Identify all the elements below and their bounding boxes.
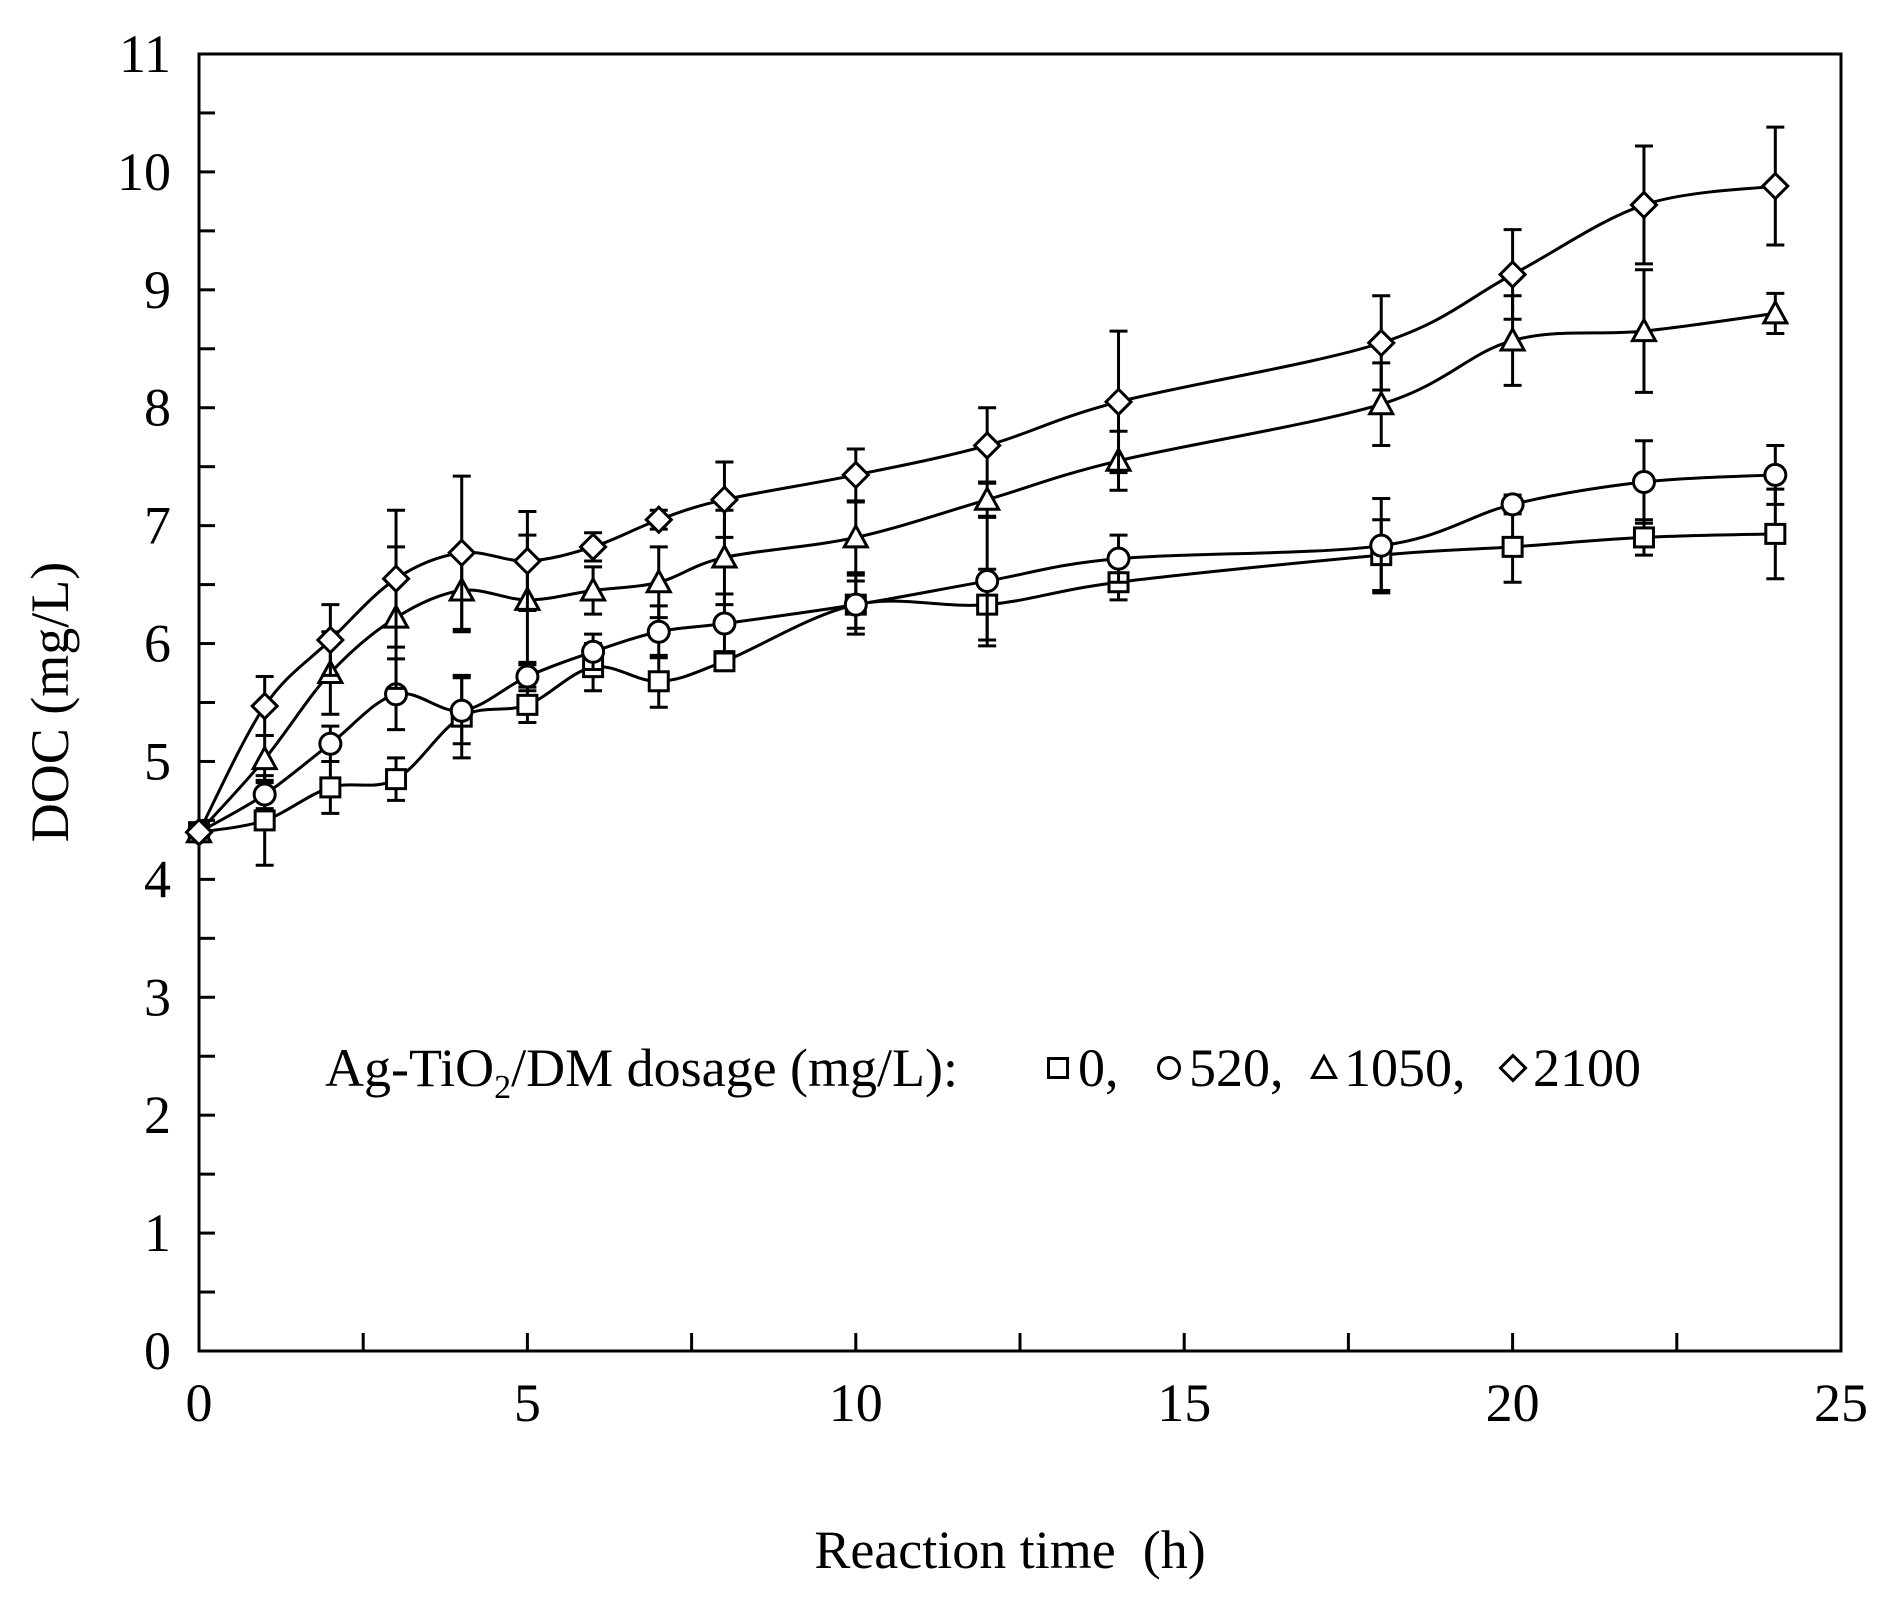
x-tick-label: 0 [186, 1373, 213, 1433]
y-tick-label: 10 [117, 142, 171, 202]
data-point-diamond [1103, 387, 1134, 417]
data-point-circle [646, 619, 671, 644]
data-point-diamond [1629, 190, 1659, 220]
y-tick-label: 6 [144, 614, 171, 674]
series-line-520 [198, 473, 1776, 834]
data-point-triangle [644, 567, 673, 594]
data-point-square [713, 650, 736, 673]
data-point-square [1632, 526, 1655, 549]
data-point-circle [1369, 533, 1394, 558]
y-tick-label: 3 [144, 967, 171, 1027]
y-tick-label: 2 [144, 1085, 171, 1145]
data-point-diamond [250, 691, 280, 721]
plot-frame [197, 52, 1843, 1353]
data-point-triangle [1498, 325, 1527, 352]
data-point-circle [843, 592, 868, 617]
data-point-diamond [447, 538, 477, 568]
data-point-diamond [972, 430, 1002, 461]
data-point-square [1501, 535, 1524, 558]
legend-label-2100: 2100 [1533, 1038, 1641, 1098]
y-axis-title: DOC (mg/L) [20, 562, 80, 842]
data-point-triangle [841, 522, 870, 549]
y-tick-label: 1 [144, 1203, 171, 1263]
data-point-circle [318, 731, 343, 756]
data-point-triangle [579, 575, 608, 602]
data-point-circle [975, 569, 1000, 594]
legend-label-1050: 1050, [1344, 1038, 1466, 1098]
data-point-circle [581, 639, 606, 664]
data-point-square [253, 809, 276, 832]
data-point-square [1764, 522, 1787, 545]
data-point-diamond [841, 460, 871, 490]
x-tick-label: 25 [1814, 1373, 1868, 1433]
y-tick-label: 0 [144, 1321, 171, 1381]
data-point-triangle [1367, 389, 1396, 416]
data-point-circle [515, 664, 540, 689]
y-tick-label: 7 [144, 496, 171, 556]
data-point-square [385, 768, 408, 791]
data-point-circle [1106, 546, 1131, 571]
series-layer [184, 125, 1790, 867]
y-tick-label: 11 [119, 24, 171, 84]
series-2100 [184, 125, 1790, 847]
x-tick-label: 15 [1157, 1373, 1211, 1433]
legend-marker-triangle [1309, 1053, 1339, 1079]
data-point-square [319, 776, 342, 799]
data-point-circle [712, 611, 737, 636]
legend-marker-circle [1157, 1056, 1181, 1080]
legend-marker-diamond [1498, 1053, 1528, 1083]
data-point-square [516, 693, 539, 716]
data-point-diamond [315, 625, 345, 655]
data-point-diamond [512, 546, 543, 576]
data-point-triangle [973, 485, 1002, 511]
data-point-triangle [250, 744, 279, 771]
data-point-diamond [709, 485, 740, 515]
legend-title: Ag-TiO2/DM dosage (mg/L): [325, 1038, 958, 1106]
data-point-diamond [644, 505, 674, 535]
data-point-triangle [1629, 316, 1658, 343]
y-tick-label: 5 [144, 731, 171, 791]
legend-label-0: 0, [1078, 1038, 1119, 1098]
data-point-circle [449, 698, 474, 723]
legend-marker-square [1047, 1057, 1069, 1079]
legend-label-520: 520, [1189, 1038, 1284, 1098]
legend: Ag-TiO2/DM dosage (mg/L): 0, 520, 1050, 210… [325, 1038, 1641, 1106]
data-point-triangle [1761, 298, 1790, 325]
x-tick-label: 10 [829, 1373, 883, 1433]
data-point-diamond [184, 817, 214, 847]
data-point-diamond [1366, 328, 1396, 358]
data-point-circle [1763, 462, 1788, 487]
data-point-diamond [1497, 259, 1528, 290]
y-tick-label: 4 [144, 849, 171, 909]
x-tick-label: 20 [1486, 1373, 1540, 1433]
data-point-circle [252, 782, 277, 807]
data-point-circle [1631, 470, 1656, 495]
series-line-1050 [197, 311, 1776, 834]
data-point-diamond [578, 532, 608, 562]
data-point-square [647, 670, 670, 693]
data-point-triangle [710, 542, 739, 569]
x-tick-label: 5 [514, 1373, 541, 1433]
axis-ticks: 0 1 2 3 4 5 6 7 8 9 10 11 0 5 10 15 20 25 [117, 24, 1868, 1433]
x-axis-title: Reaction time (h) [814, 1520, 1205, 1580]
data-point-circle [1500, 492, 1525, 517]
series-line-2100 [197, 184, 1776, 833]
y-tick-label: 9 [144, 260, 171, 320]
data-point-diamond [1760, 171, 1790, 201]
y-tick-label: 8 [144, 378, 171, 438]
data-point-diamond [381, 564, 411, 594]
